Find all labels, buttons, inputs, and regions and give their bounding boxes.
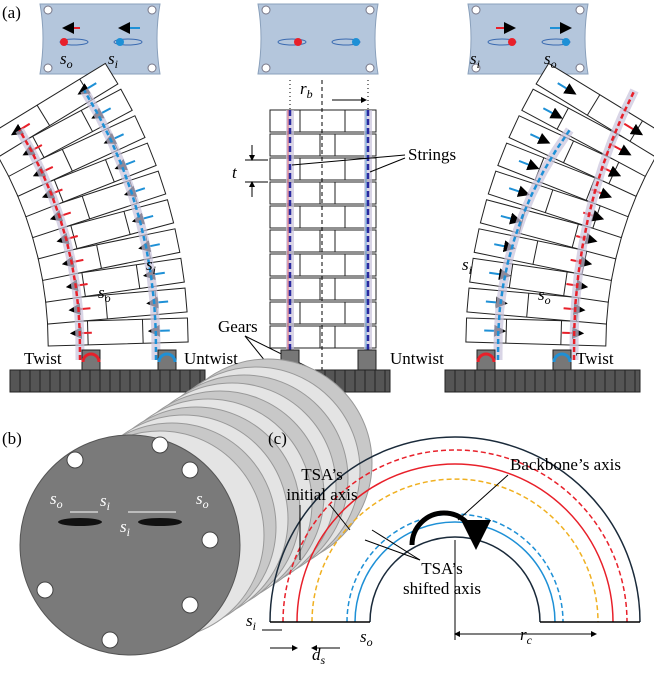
hole [148, 6, 156, 14]
symbol: si [146, 255, 156, 277]
symbol: si [246, 611, 256, 633]
slot [138, 518, 182, 526]
hole [44, 6, 52, 14]
symbol: si [462, 255, 472, 277]
label: TSA’s [421, 559, 463, 578]
label: Untwist [390, 349, 444, 368]
label: initial axis [286, 485, 357, 504]
panel-label: (a) [2, 3, 21, 22]
hole [472, 6, 480, 14]
block-body [270, 278, 376, 300]
block-joint [561, 321, 562, 345]
hole [44, 64, 52, 72]
block-body [270, 182, 376, 204]
symbol: so [360, 627, 373, 649]
block-joint [506, 319, 507, 343]
string-dot [116, 38, 124, 46]
gear-rack [10, 370, 205, 392]
rotation-arrow [412, 513, 476, 545]
label: Twist [576, 349, 614, 368]
top-view [40, 4, 160, 74]
string-dot [294, 38, 302, 46]
block-body [270, 302, 376, 324]
hole [182, 462, 198, 478]
label: Gears [218, 317, 258, 336]
string-dot [508, 38, 516, 46]
block-joint [142, 319, 143, 343]
hole [102, 632, 118, 648]
hole [148, 64, 156, 72]
hole [152, 437, 168, 453]
label: shifted axis [403, 579, 481, 598]
hole [366, 64, 374, 72]
motor [358, 350, 376, 370]
hole [576, 6, 584, 14]
figure: (a) (b) (c) so si si so Twist Untwist rb… [0, 0, 654, 673]
block-body [270, 206, 376, 228]
hole [366, 6, 374, 14]
slot [58, 518, 102, 526]
hole [262, 64, 270, 72]
hole [576, 64, 584, 72]
label: Strings [408, 145, 456, 164]
label: Backbone’s axis [510, 455, 621, 474]
hole [37, 582, 53, 598]
hole [202, 532, 218, 548]
symbol: t [232, 163, 238, 182]
label: Untwist [184, 349, 238, 368]
string-dot [60, 38, 68, 46]
block-body [270, 110, 376, 132]
hole [182, 597, 198, 613]
block-body [270, 230, 376, 252]
string-dot [352, 38, 360, 46]
label: TSA’s [301, 465, 343, 484]
hole [67, 452, 83, 468]
top-view [258, 4, 378, 74]
block-body [270, 254, 376, 276]
drawing [0, 4, 654, 655]
symbol: rc [520, 625, 533, 647]
hole [262, 6, 270, 14]
top-view [468, 4, 588, 74]
panel-label: (c) [268, 429, 287, 448]
label: Twist [24, 349, 62, 368]
gear-rack [445, 370, 640, 392]
block-body [270, 134, 376, 156]
symbol: rb [300, 79, 313, 101]
panel-label: (b) [2, 429, 22, 448]
string-dot [562, 38, 570, 46]
block-body [270, 158, 376, 180]
block-body [270, 326, 376, 348]
